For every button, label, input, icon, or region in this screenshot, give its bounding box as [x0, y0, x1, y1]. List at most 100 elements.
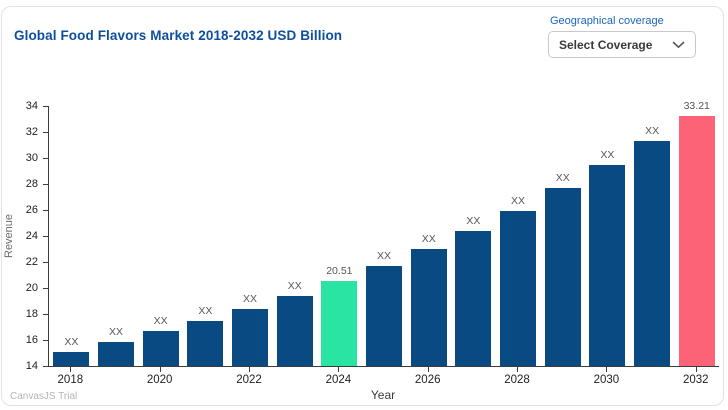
y-tick-label-16: 16: [25, 333, 38, 346]
y-tick-mark: [43, 132, 48, 133]
coverage-label: Geographical coverage: [550, 15, 664, 27]
bar-value-label-2026: XX: [421, 233, 436, 245]
x-tick-label-2018: 2018: [57, 374, 84, 386]
bar-slot-2024: 20.51: [317, 106, 362, 366]
bar-2024: [321, 281, 358, 366]
y-tick-label-14: 14: [25, 359, 38, 372]
bar-value-label-2021: XX: [198, 304, 213, 317]
bar-slot-2019: XX: [94, 106, 139, 366]
bar-2021: [187, 320, 224, 366]
x-tick-label-2032: 2032: [682, 374, 709, 386]
bar-value-label-2019: XX: [109, 325, 124, 338]
y-tick-label-20: 20: [25, 281, 38, 294]
y-tick-mark: [43, 262, 48, 263]
bar-value-label-2023: XX: [287, 279, 302, 292]
bar-slot-2028: XX: [496, 106, 541, 366]
bar-slot-2020: XX: [138, 106, 183, 366]
x-tick-mark: [517, 367, 519, 372]
bar-slot-2022: XX: [228, 106, 273, 366]
x-tick-slot-2032: 2032: [673, 367, 718, 391]
x-tick-slot-2028: 2028: [495, 367, 540, 391]
y-tick-mark: [43, 340, 48, 341]
watermark: CanvasJS Trial: [10, 391, 78, 402]
x-tick-label-2022: 2022: [236, 374, 262, 386]
y-tick-mark: [43, 106, 48, 107]
plot-area: XX XX XX XX XX XX 20.51 XX XX XX XX XX XX XX 33.21: [48, 100, 719, 367]
bar-slot-2032: 33.21: [674, 100, 719, 366]
chevron-down-icon: [672, 41, 685, 49]
x-tick-mark: [427, 367, 429, 372]
x-tick-slot-2024: 2024: [316, 367, 361, 391]
bar-slot-2025: XX: [362, 106, 407, 366]
bar-slot-2021: XX: [183, 106, 228, 366]
x-axis-title: Year: [370, 388, 396, 402]
bar-value-label-2025: XX: [377, 249, 392, 262]
x-tick-slot-2026: 2026: [405, 367, 450, 391]
y-tick-mark: [43, 314, 48, 315]
y-tick-label-22: 22: [25, 255, 38, 268]
x-tick-mark: [70, 367, 72, 372]
bar-slot-2031: XX: [630, 106, 675, 366]
bar-2025: [365, 265, 403, 366]
bar-value-label-2022: XX: [243, 292, 258, 305]
bar-2031: [633, 141, 671, 366]
bar-value-label-2024: 20.51: [326, 265, 353, 278]
bar-2026: [410, 249, 447, 366]
bar-value-label-2027: XX: [466, 214, 481, 227]
x-tick-label-2024: 2024: [325, 374, 352, 386]
page-title: Global Food Flavors Market 2018-2032 USD…: [14, 28, 343, 43]
x-tick-mark: [606, 367, 608, 372]
y-tick-mark: [43, 288, 48, 289]
bar-2018: [53, 351, 90, 366]
y-tick-mark: [43, 158, 48, 159]
bar-2029: [544, 187, 581, 366]
x-axis-ticks: 2018 2020 2022 2024 2026 2028 2030 2032: [48, 367, 718, 391]
bar-slot-2018: XX: [49, 106, 94, 366]
x-tick-label-2020: 2020: [146, 374, 173, 386]
bar-2022: [231, 308, 269, 366]
x-tick-slot-2022: 2022: [227, 367, 272, 391]
y-tick-mark: [43, 366, 48, 367]
x-tick-slot-2030: 2030: [584, 367, 629, 391]
x-tick-label-2028: 2028: [504, 374, 530, 386]
bar-2023: [276, 295, 313, 366]
y-tick-label-28: 28: [25, 177, 38, 190]
coverage-select-value: Select Coverage: [559, 37, 653, 52]
bar-slot-2026: XX: [406, 106, 451, 366]
y-tick-label-18: 18: [25, 307, 38, 320]
bar-value-label-2018: XX: [64, 335, 79, 348]
y-tick-label-24: 24: [25, 229, 38, 242]
x-tick-label-2026: 2026: [414, 374, 441, 386]
y-tick-mark: [43, 184, 48, 185]
coverage-select[interactable]: Select Coverage: [548, 31, 696, 58]
bar-2019: [97, 341, 135, 366]
bar-slot-2027: XX: [451, 106, 496, 366]
y-tick-label-32: 32: [25, 125, 38, 138]
y-tick-mark: [43, 210, 48, 211]
bar-value-label-2031: XX: [645, 125, 660, 138]
x-tick-label-2030: 2030: [593, 374, 620, 386]
bar-value-label-2030: XX: [600, 148, 615, 161]
x-tick-mark: [338, 367, 340, 372]
bar-value-label-2032: 33.21: [683, 100, 710, 113]
x-tick-mark: [249, 367, 251, 372]
x-tick-mark: [159, 367, 161, 372]
bar-value-label-2029: XX: [555, 171, 570, 184]
y-tick-label-26: 26: [25, 203, 38, 216]
x-tick-mark: [695, 367, 697, 372]
x-tick-slot-2020: 2020: [137, 367, 182, 391]
bar-slot-2023: XX: [272, 106, 317, 366]
y-axis-ticks: 34 32 30 28 26 24 22 20 18 16 14: [0, 100, 48, 372]
bar-value-label-2020: XX: [153, 314, 168, 327]
bar-value-label-2028: XX: [511, 195, 526, 208]
x-tick-slot-2018: 2018: [48, 367, 93, 391]
bar-slot-2030: XX: [585, 106, 630, 366]
y-tick-mark: [43, 236, 48, 237]
bar-2027: [455, 230, 492, 366]
bar-slot-2029: XX: [540, 106, 585, 366]
y-tick-label-34: 34: [25, 99, 38, 112]
bar-2032: [678, 116, 715, 366]
y-tick-label-30: 30: [25, 151, 38, 164]
bar-2020: [142, 330, 179, 366]
bar-2030: [589, 164, 626, 366]
